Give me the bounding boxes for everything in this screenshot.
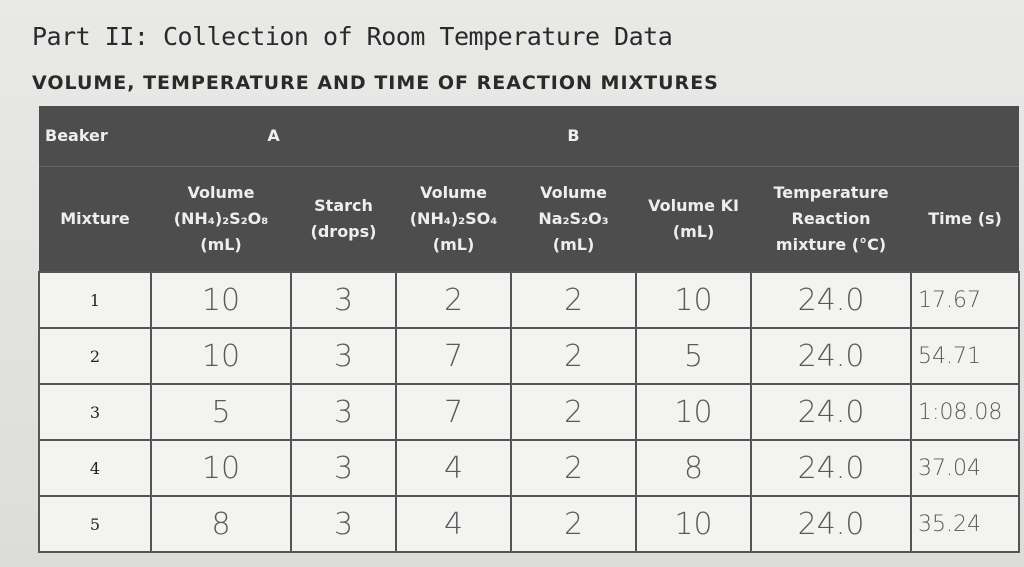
cell: 2 — [510, 495, 638, 553]
mixture-number: 5 — [38, 495, 152, 553]
column-header: Volume (NH₄)₂SO₄ (mL) — [396, 166, 512, 272]
cell: 24.0 — [750, 439, 913, 497]
cell: 3 — [289, 271, 398, 329]
table-row: 1 10 3 2 2 10 24.0 17.67 — [38, 271, 1021, 329]
mixture-number: 3 — [38, 383, 152, 441]
cell: 24.0 — [750, 495, 913, 553]
cell: 4 — [395, 439, 513, 497]
subtitle: VOLUME, TEMPERATURE AND TIME OF REACTION… — [32, 72, 719, 94]
data-table: Beaker A B Mixture Volume (NH₄)₂S₂O₈ (mL) Sta… — [38, 106, 1021, 553]
cell: 2 — [510, 271, 638, 329]
cell: 35.24 — [910, 495, 1021, 553]
cell: 10 — [635, 271, 753, 329]
mixture-number: 4 — [38, 439, 152, 497]
cell: 2 — [510, 383, 638, 441]
cell: 3 — [289, 327, 398, 385]
cell: 10 — [150, 439, 292, 497]
cell: 5 — [635, 327, 753, 385]
column-header: Volume KI (mL) — [636, 166, 752, 272]
table-row: 5 8 3 4 2 10 24.0 35.24 — [38, 495, 1021, 553]
cell: 10 — [635, 383, 753, 441]
cell: 24.0 — [750, 271, 913, 329]
cell: 10 — [635, 495, 753, 553]
column-header: Volume (NH₄)₂S₂O₈ (mL) — [151, 166, 291, 272]
cell: 8 — [635, 439, 753, 497]
cell: 8 — [150, 495, 292, 553]
cell: 7 — [395, 327, 513, 385]
cell: 24.0 — [750, 327, 913, 385]
mixture-number: 1 — [38, 271, 152, 329]
table-row: 3 5 3 7 2 10 24.0 1:08.08 — [38, 383, 1021, 441]
header-row: Mixture Volume (NH₄)₂S₂O₈ (mL) Starch (dro… — [39, 166, 1020, 272]
title: Part II: Collection of Room Temperature … — [32, 22, 673, 51]
cell: 2 — [395, 271, 513, 329]
cell: 3 — [289, 383, 398, 441]
group-header-empty — [751, 106, 1020, 167]
table-row: 4 10 3 4 2 8 24.0 37.04 — [38, 439, 1021, 497]
column-header: Temperature Reaction mixture (°C) — [751, 166, 912, 272]
cell: 10 — [150, 327, 292, 385]
cell: 10 — [150, 271, 292, 329]
cell: 2 — [510, 327, 638, 385]
column-header: Starch (drops) — [291, 166, 397, 272]
group-header: A — [151, 106, 397, 167]
cell: 5 — [150, 383, 292, 441]
group-header: Beaker — [39, 106, 151, 167]
cell: 3 — [289, 495, 398, 553]
cell: 24.0 — [750, 383, 913, 441]
column-header: Mixture — [39, 166, 151, 272]
cell: 37.04 — [910, 439, 1021, 497]
cell: 7 — [395, 383, 513, 441]
cell: 4 — [395, 495, 513, 553]
column-header: Time (s) — [911, 166, 1020, 272]
group-row: Beaker A B — [39, 106, 1020, 167]
cell: 17.67 — [910, 271, 1021, 329]
column-header: Volume Na₂S₂O₃ (mL) — [511, 166, 637, 272]
cell: 2 — [510, 439, 638, 497]
mixture-number: 2 — [38, 327, 152, 385]
cell: 3 — [289, 439, 398, 497]
table-row: 2 10 3 7 2 5 24.0 54.71 — [38, 327, 1021, 385]
cell: 54.71 — [910, 327, 1021, 385]
cell: 1:08.08 — [910, 383, 1021, 441]
group-header: B — [396, 106, 752, 167]
